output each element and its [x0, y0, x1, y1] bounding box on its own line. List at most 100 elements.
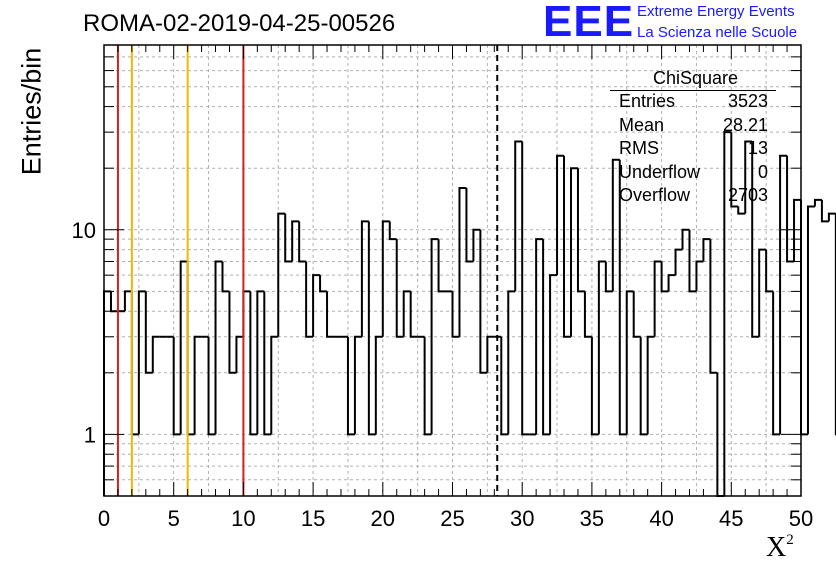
histogram-bin [535, 238, 544, 435]
stats-key: Underflow [619, 161, 701, 182]
x-tick-label: 25 [440, 506, 464, 531]
stats-value: 28.21 [722, 114, 768, 135]
histogram-bin [758, 248, 767, 337]
histogram-bin [597, 260, 606, 435]
histogram-bin [465, 188, 474, 263]
histogram-bin [793, 198, 801, 262]
histogram-bin [563, 155, 571, 338]
histogram-bin [472, 228, 481, 262]
histogram-bin [423, 336, 432, 436]
histogram-bin [556, 154, 565, 276]
stats-value: 3523 [727, 91, 768, 111]
histogram-bin [625, 290, 634, 435]
histogram-bin [284, 213, 293, 263]
histogram-bin [486, 335, 495, 373]
stats-key: RMS [619, 138, 659, 159]
stats-row-mean: Mean 28.21 [606, 115, 780, 139]
histogram-bin [702, 238, 711, 262]
histogram-bin [646, 335, 655, 435]
y-axis-label: Entries/bin [16, 47, 47, 176]
histogram-bin [409, 291, 418, 338]
histogram-bin [395, 239, 404, 338]
histogram-bin [779, 154, 788, 435]
histogram-bin [360, 220, 369, 337]
histogram-bin [604, 261, 613, 293]
histogram-bin [514, 140, 523, 292]
histogram-bin [193, 335, 202, 435]
eee-logo-mark: EEE [543, 0, 635, 46]
x-tick-label: 45 [719, 506, 743, 531]
histogram-bin [291, 220, 300, 262]
histogram-bin [144, 291, 153, 374]
histogram-bin [709, 239, 718, 374]
histogram-bin [695, 260, 704, 292]
x-tick-label: 10 [231, 506, 255, 531]
histogram-bin [402, 290, 411, 337]
x-tick-label: 5 [168, 506, 180, 531]
histogram-bin [772, 291, 781, 436]
x-axis-label-exponent: 2 [786, 531, 794, 548]
histogram-bin [751, 141, 760, 338]
histogram-bin [730, 132, 739, 208]
plot-area [104, 45, 801, 496]
stats-row-overflow: Overflow 2703 [606, 185, 780, 209]
x-axis-label: X2 [766, 532, 794, 564]
histogram-bin [179, 260, 188, 435]
histogram-bin [820, 199, 829, 223]
histogram-bin [800, 199, 808, 436]
histogram-bin [207, 336, 216, 436]
histogram-bin [542, 239, 551, 436]
histogram-bin [256, 290, 265, 435]
histogram-bin [549, 274, 558, 435]
stats-value: 13 [747, 138, 768, 159]
histogram-bin [681, 228, 690, 250]
histogram-bin [214, 260, 223, 435]
stats-row-rms: RMS 13 [606, 138, 780, 162]
histogram-bin [744, 140, 753, 214]
histogram-bin [723, 131, 732, 496]
histogram-bin [451, 291, 460, 338]
histogram-bin [326, 291, 335, 338]
histogram-bin [569, 167, 578, 337]
histogram-bin [479, 229, 488, 374]
eee-logo-line2: La Scienza nelle Scuole [637, 24, 798, 41]
histogram-bin [430, 238, 439, 435]
histogram-bin [319, 275, 328, 293]
x-tick-label: 35 [580, 506, 604, 531]
stats-key: Entries [619, 91, 676, 111]
histogram-bin [500, 336, 509, 436]
x-tick-label: 20 [371, 506, 395, 531]
histogram-bin [576, 168, 585, 293]
x-axis-label-base: X [766, 532, 787, 563]
histogram-bin [583, 291, 592, 338]
stats-key: Mean [619, 114, 665, 135]
x-tick-label: 40 [649, 506, 673, 531]
histogram-bin [298, 221, 307, 263]
histogram-bin [611, 158, 620, 292]
histogram-bin [305, 261, 314, 338]
stats-box: ChiSquare Entries 3523 Mean 28.21 RMS 13 Un… [606, 68, 780, 209]
histogram-bin [639, 336, 648, 436]
histogram-bin [660, 261, 669, 293]
y-tick-label: 10 [72, 218, 96, 243]
x-tick-label: 50 [789, 506, 813, 531]
histogram-bin [346, 336, 355, 436]
histogram-bin [618, 159, 627, 436]
histogram-bin [437, 239, 446, 293]
histogram-bin [653, 260, 662, 337]
histogram-bin [137, 290, 146, 435]
histogram-bin [813, 198, 822, 207]
stats-value: 0 [757, 161, 768, 182]
histogram-bin [765, 249, 774, 293]
chart-title: ROMA-02-2019-04-25-00526 [83, 10, 396, 37]
histogram-bin [388, 221, 397, 241]
stats-title: ChiSquare [652, 68, 739, 88]
histogram-bin [235, 335, 244, 373]
stats-divider [610, 90, 776, 91]
histogram-bin [263, 291, 272, 436]
histogram-bin [221, 261, 230, 293]
histogram-bin [632, 291, 641, 338]
eee-logo-line1: Extreme Energy Events [637, 3, 795, 20]
histogram-bin [151, 335, 160, 373]
